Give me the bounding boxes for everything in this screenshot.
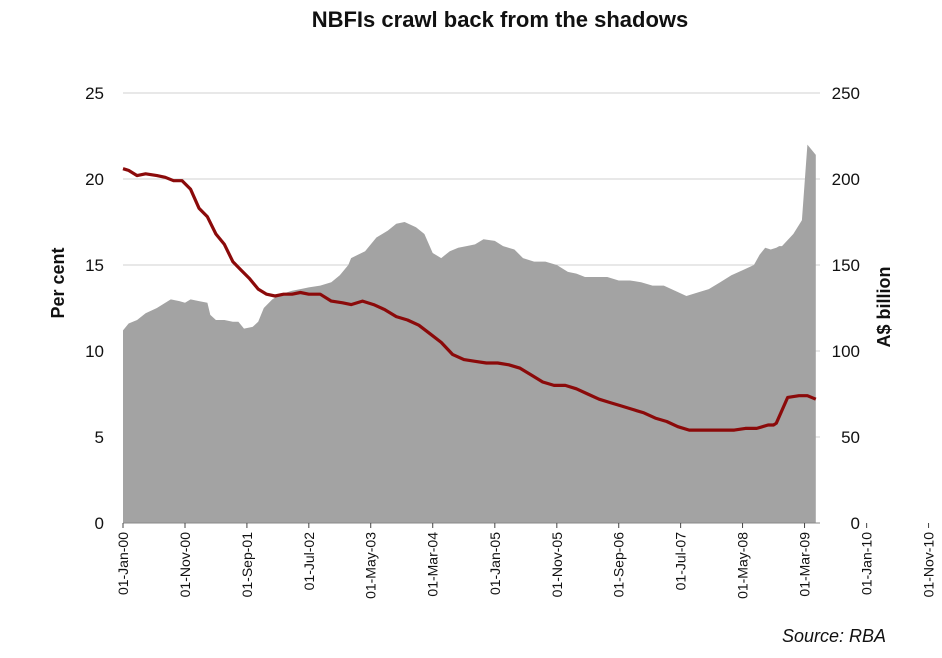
left-tick-label: 10	[85, 342, 104, 361]
x-tick-label: 01-May-03	[363, 532, 379, 599]
area-series	[123, 144, 816, 523]
x-tick-label: 01-Mar-04	[425, 532, 441, 597]
chart-title: NBFIs crawl back from the shadows	[312, 7, 689, 32]
x-tick-label: 01-Jan-10	[859, 532, 875, 595]
right-tick-label: 150	[832, 256, 860, 275]
source-note: Source: RBA	[782, 626, 886, 646]
x-tick-label: 01-Mar-09	[797, 532, 813, 597]
x-tick-label: 01-Nov-05	[549, 532, 565, 598]
left-tick-label: 20	[85, 170, 104, 189]
x-tick-label: 01-Nov-10	[921, 532, 937, 598]
x-tick-label: 01-Sep-06	[611, 532, 627, 598]
x-tick-label: 01-Sep-01	[239, 532, 255, 598]
right-tick-label: 100	[832, 342, 860, 361]
area-series-fill	[123, 144, 816, 523]
right-tick-label: 50	[841, 428, 860, 447]
left-tick-label: 5	[95, 428, 104, 447]
right-axis-ticks: 0 50 100 150 200 250	[832, 84, 860, 533]
line-series	[122, 167, 817, 432]
x-tick-label: 01-Jan-00	[115, 532, 131, 595]
right-tick-label: 0	[851, 514, 860, 533]
left-tick-label: 25	[85, 84, 104, 103]
left-axis-ticks: 0 5 10 15 20 25	[85, 84, 104, 533]
x-axis-ticks: 01-Jan-00 01-Nov-00 01-Sep-01 01-Jul-02 01-M…	[115, 523, 937, 599]
x-tick-label: 01-Jul-02	[301, 532, 317, 591]
left-tick-label: 15	[85, 256, 104, 275]
left-axis-label: Per cent	[48, 247, 68, 318]
right-tick-label: 250	[832, 84, 860, 103]
x-tick-label: 01-May-08	[735, 532, 751, 599]
right-axis-label: A$ billion	[874, 267, 894, 348]
x-tick-label: 01-Nov-00	[177, 532, 193, 598]
left-tick-label: 0	[95, 514, 104, 533]
right-tick-label: 200	[832, 170, 860, 189]
line-series-path	[122, 167, 817, 432]
x-tick-label: 01-Jul-07	[673, 532, 689, 591]
x-tick-label: 01-Jan-05	[487, 532, 503, 595]
